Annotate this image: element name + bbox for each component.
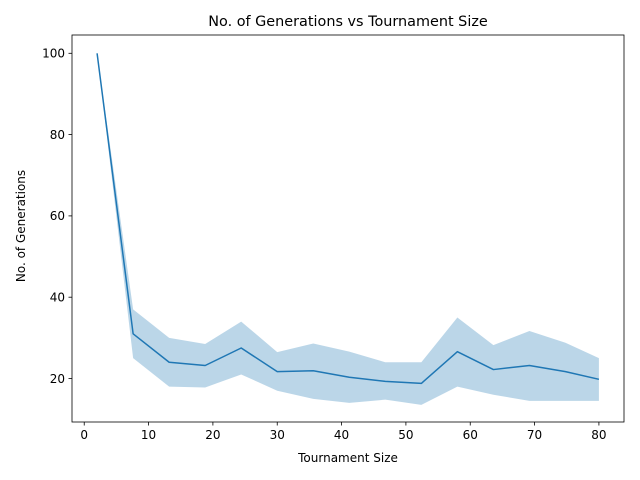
x-tick-label: 10 (141, 428, 156, 442)
y-tick-label: 60 (50, 209, 65, 223)
y-tick-label: 100 (42, 47, 65, 61)
y-tick-label: 40 (50, 291, 65, 305)
confidence-band (97, 53, 599, 405)
plot-area: 0 10 20 30 40 50 60 70 80 20 40 60 80 100 (42, 34, 625, 442)
y-tick-label: 80 (50, 128, 65, 142)
x-tick-label: 80 (591, 428, 606, 442)
x-tick-label: 70 (527, 428, 542, 442)
chart-title: No. of Generations vs Tournament Size (208, 14, 488, 30)
x-tick-label: 0 (80, 428, 88, 442)
x-tick-label: 50 (398, 428, 413, 442)
y-tick-label: 20 (50, 372, 65, 386)
axes-frame (71, 34, 625, 423)
x-tick-label: 40 (334, 428, 349, 442)
x-axis-label: Tournament Size (297, 451, 398, 465)
y-axis-label: No. of Generations (14, 170, 28, 282)
series-line (96, 53, 600, 385)
x-tick-label: 30 (270, 428, 285, 442)
x-tick-label: 60 (463, 428, 478, 442)
x-tick-label: 20 (205, 428, 220, 442)
